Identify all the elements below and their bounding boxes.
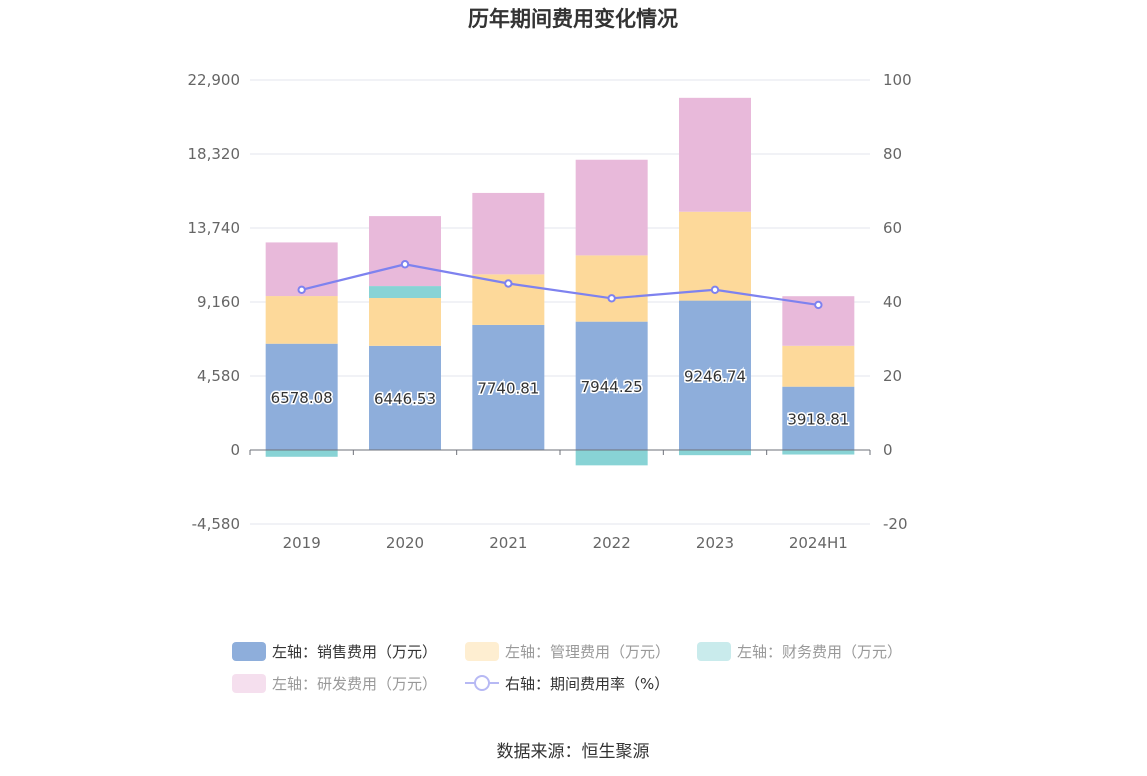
x-tick-label: 2020 <box>386 534 424 552</box>
bar-segment <box>369 216 441 287</box>
legend-label: 左轴：研发费用（万元） <box>272 675 437 693</box>
bar-value-label: 7740.81 <box>477 379 539 397</box>
y-left-tick-label: 0 <box>230 441 240 459</box>
legend: 左轴：销售费用（万元） 左轴：管理费用（万元） 左轴：财务费用（万元） 左轴：研发费用… <box>232 642 902 693</box>
rate-point <box>607 294 616 303</box>
bar-value-label: 3918.81 <box>787 410 849 428</box>
legend-swatch <box>465 642 499 661</box>
bar-segment <box>265 296 338 344</box>
legend-label: 左轴：财务费用（万元） <box>737 643 902 661</box>
bar-segment <box>265 450 338 457</box>
bar-segment <box>782 450 855 455</box>
y-right-tick-label: 20 <box>883 367 902 385</box>
legend-item[interactable]: 左轴：管理费用（万元） <box>465 642 670 661</box>
legend-item[interactable]: 左轴：研发费用（万元） <box>232 674 437 693</box>
y-right-tick-label: -20 <box>883 515 908 533</box>
rate-line <box>301 263 819 307</box>
bar-segment <box>679 450 751 456</box>
legend-label: 左轴：管理费用（万元） <box>505 643 670 661</box>
bar-segment <box>679 97 751 212</box>
bar-data-labels: 6578.08 6446.53 7740.81 7944.25 9246.74 3918.… <box>269 366 851 430</box>
y-right-tick-label: 60 <box>883 219 902 237</box>
y-axis-right: -20 0 20 40 60 80 100 <box>883 71 912 533</box>
x-tick-label: 2023 <box>696 534 734 552</box>
x-tick-label: 2022 <box>593 534 631 552</box>
bar-value-label: 6578.08 <box>271 389 333 407</box>
bar-segment <box>782 386 855 450</box>
legend-swatch <box>232 674 266 693</box>
bar-segment <box>472 324 545 450</box>
bar-segment <box>369 286 441 299</box>
y-left-tick-label: 4,580 <box>197 367 240 385</box>
rate-point <box>710 285 720 294</box>
x-axis <box>249 449 871 455</box>
bar-segment <box>265 343 338 450</box>
y-right-tick-label: 40 <box>883 293 902 311</box>
source-note: 数据来源：恒生聚源 <box>497 742 650 762</box>
y-left-tick-label: 22,900 <box>188 71 241 89</box>
rate-line-series <box>297 260 823 310</box>
bar-segment <box>679 300 751 450</box>
legend-label: 左轴：销售费用（万元） <box>272 643 437 661</box>
x-tick-label: 2021 <box>489 534 527 552</box>
y-left-tick-label: -4,580 <box>192 515 240 533</box>
legend-item[interactable]: 左轴：财务费用（万元） <box>697 642 902 661</box>
rate-point <box>814 300 823 310</box>
bar-series <box>265 97 855 466</box>
x-axis-labels: 2019 2020 2021 2022 2023 2024H1 <box>283 534 848 552</box>
bar-segment <box>472 192 545 275</box>
rate-point <box>400 260 410 269</box>
bar-segment <box>369 298 441 346</box>
y-left-tick-label: 13,740 <box>188 219 241 237</box>
bar-segment <box>782 345 855 387</box>
y-left-tick-label: 9,160 <box>197 293 240 311</box>
legend-item[interactable]: 左轴：销售费用（万元） <box>232 642 437 661</box>
bar-segment <box>575 255 648 322</box>
bar-segment <box>369 345 441 450</box>
y-right-tick-label: 100 <box>883 71 912 89</box>
y-axis-left: -4,580 0 4,580 9,160 13,740 18,320 22,900 <box>188 71 241 533</box>
legend-item[interactable]: 右轴：期间费用率（%） <box>465 675 669 693</box>
rate-point <box>297 285 306 294</box>
bar-value-label: 7944.25 <box>581 378 643 396</box>
y-right-tick-label: 80 <box>883 145 902 163</box>
y-left-tick-label: 18,320 <box>188 145 241 163</box>
legend-label: 右轴：期间费用率（%） <box>505 675 669 693</box>
bar-value-label: 9246.74 <box>684 367 746 385</box>
legend-swatch <box>232 642 266 661</box>
legend-circle-marker <box>474 675 490 691</box>
grid-lines <box>250 79 870 525</box>
x-tick-label: 2019 <box>283 534 321 552</box>
legend-swatch <box>697 642 731 661</box>
x-tick-label: 2024H1 <box>789 534 848 552</box>
bar-value-label: 6446.53 <box>374 390 436 408</box>
rate-point <box>504 279 513 288</box>
bar-segment <box>575 159 648 256</box>
chart-title: 历年期间费用变化情况 <box>468 7 678 31</box>
bar-segment <box>575 321 648 450</box>
bar-segment <box>575 450 648 466</box>
y-right-tick-label: 0 <box>883 441 893 459</box>
